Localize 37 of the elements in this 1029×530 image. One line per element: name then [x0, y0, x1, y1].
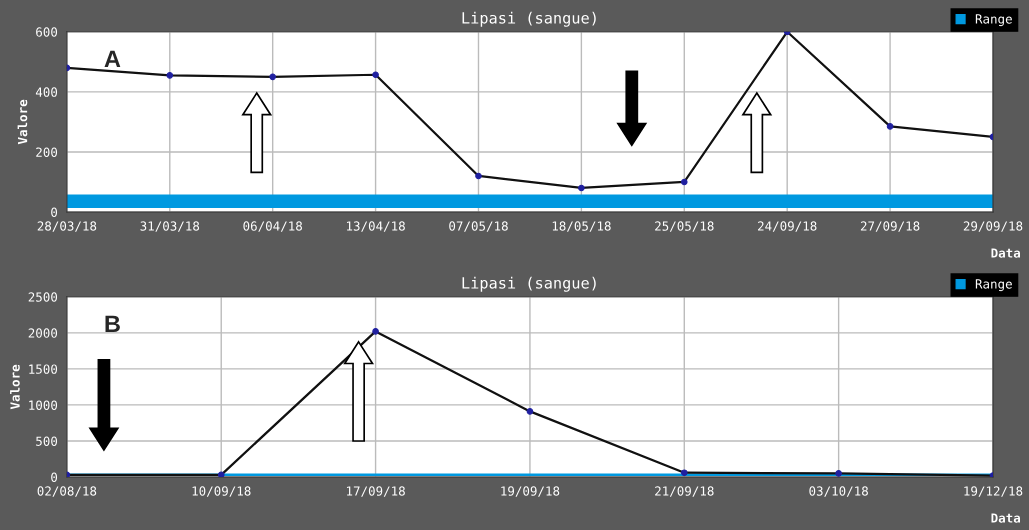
legend-label: Range — [975, 279, 1012, 292]
y-tick-label: 1500 — [29, 364, 58, 374]
x-tick-label: 24/09/18 — [758, 221, 817, 232]
x-tick-label: 19/12/18 — [964, 486, 1023, 497]
x-tick-label: 03/10/18 — [809, 486, 868, 497]
chart-title: Lipasi (sangue) — [462, 11, 596, 27]
x-axis-title: Data — [991, 513, 1021, 523]
y-tick-label: 0 — [51, 472, 58, 482]
x-tick-label: 29/09/18 — [963, 221, 1023, 232]
x-axis-title: Data — [991, 248, 1021, 258]
y-tick-label: 400 — [35, 87, 58, 97]
x-tick-label: 21/09/18 — [655, 486, 714, 497]
annotation: B — [105, 315, 120, 332]
x-tick-label: 25/05/18 — [655, 221, 714, 232]
x-tick-label: 28/03/18 — [37, 221, 97, 232]
y-tick-label: 0 — [51, 207, 58, 217]
y-axis-title: Valore — [17, 99, 28, 145]
x-tick-label: 07/05/18 — [449, 221, 508, 232]
y-tick-label: 600 — [36, 27, 58, 37]
y-tick-label: 2000 — [28, 328, 58, 338]
y-tick-label: 1000 — [29, 400, 58, 410]
x-tick-label: 27/09/18 — [860, 221, 920, 232]
legend-label: Range — [975, 14, 1012, 27]
y-tick-label: 500 — [36, 436, 58, 446]
y-tick-label: 2500 — [28, 292, 58, 302]
x-tick-label: 06/04/18 — [243, 221, 302, 232]
x-tick-label: 19/09/18 — [501, 486, 560, 497]
y-axis-title: Valore — [10, 364, 20, 410]
x-tick-label: 10/09/18 — [192, 486, 251, 497]
x-tick-label: 31/03/18 — [140, 221, 200, 232]
x-tick-label: 18/05/18 — [552, 221, 611, 232]
x-tick-label: 02/08/18 — [37, 486, 97, 497]
annotation: A — [104, 50, 121, 67]
x-tick-label: 13/04/18 — [346, 221, 405, 232]
x-tick-label: 17/09/18 — [346, 486, 405, 497]
chart-title: Lipasi (sangue) — [462, 276, 596, 292]
y-tick-label: 200 — [36, 147, 58, 157]
